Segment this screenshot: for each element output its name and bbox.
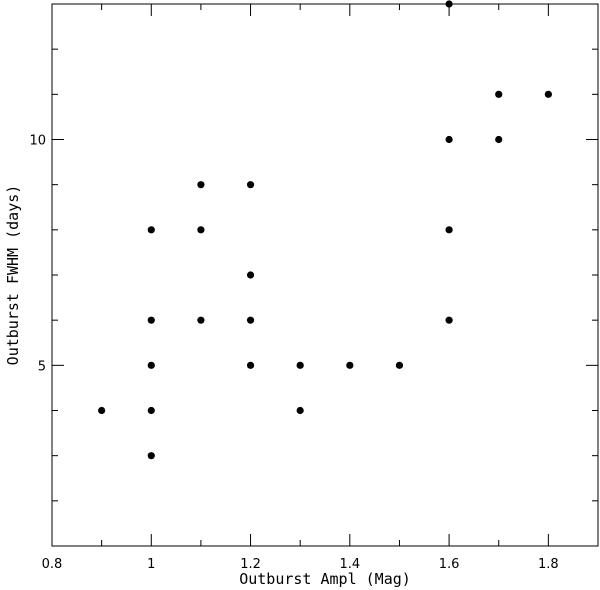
y-tick-label: 10 <box>29 134 46 149</box>
data-point <box>147 316 155 324</box>
data-point <box>296 361 304 369</box>
x-tick-label: 1.6 <box>439 557 460 572</box>
data-point <box>197 226 205 234</box>
x-tick-label: 0.8 <box>42 557 63 572</box>
x-axis-title: Outburst Ampl (Mag) <box>239 570 411 588</box>
y-tick-label: 5 <box>38 359 46 374</box>
data-point <box>246 361 255 369</box>
data-point <box>445 135 453 144</box>
x-tick-label: 1 <box>147 557 155 572</box>
y-axis-title: Outburst FWHM (days) <box>4 185 22 366</box>
data-point <box>147 361 155 369</box>
data-point <box>495 135 503 144</box>
data-point <box>147 406 155 415</box>
data-point <box>246 316 255 324</box>
data-point <box>246 181 255 189</box>
data-point <box>246 271 255 279</box>
data-point <box>147 452 155 460</box>
data-point <box>197 181 205 189</box>
data-point <box>197 316 205 324</box>
data-point <box>445 0 453 8</box>
tick-labels: 0.8 1 1.2 1.4 1.6 1.8 5 10 <box>29 134 558 573</box>
data-point <box>495 90 503 98</box>
data-points <box>98 0 552 460</box>
plot-frame <box>51 3 599 547</box>
data-point <box>346 361 354 369</box>
data-point <box>296 406 304 415</box>
x-tick-label: 1.4 <box>339 557 360 572</box>
data-point <box>147 226 155 234</box>
axis-ticks <box>51 4 598 546</box>
x-tick-label: 1.8 <box>538 557 559 572</box>
data-point <box>98 406 106 415</box>
data-point <box>544 90 552 98</box>
x-tick-label: 1.2 <box>240 557 261 572</box>
data-point <box>395 361 404 369</box>
data-point <box>445 316 453 324</box>
data-point <box>445 226 453 234</box>
